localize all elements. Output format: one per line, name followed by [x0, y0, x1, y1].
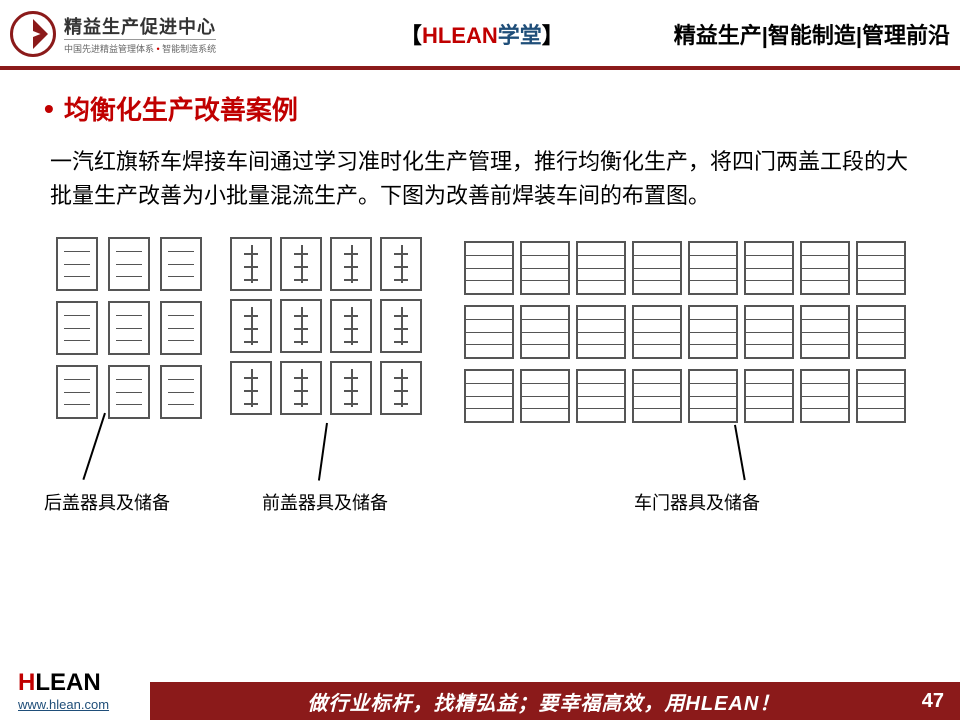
- rack-item: [330, 299, 372, 353]
- footer-logo: HLEAN www.hlean.com: [18, 669, 109, 712]
- logo-block: 精益生产促进中心 中国先进精益管理体系 • 智能制造系统: [10, 11, 290, 57]
- group-rear-cover: [56, 237, 202, 419]
- rack-item: [520, 305, 570, 359]
- rack-item: [380, 361, 422, 415]
- rack-item: [464, 369, 514, 423]
- rack-item: [856, 241, 906, 295]
- rack-item: [800, 305, 850, 359]
- page-number: 47: [922, 690, 944, 713]
- logo-subtitle: 中国先进精益管理体系 • 智能制造系统: [64, 39, 216, 55]
- rack-item: [230, 299, 272, 353]
- logo-title: 精益生产促进中心: [64, 13, 216, 39]
- rack-item: [632, 305, 682, 359]
- rack-item: [464, 241, 514, 295]
- label-rear-cover: 后盖器具及储备: [44, 489, 170, 515]
- label-front-cover: 前盖器具及储备: [262, 489, 388, 515]
- rack-item: [230, 237, 272, 291]
- rack-item: [688, 369, 738, 423]
- rack-item: [330, 237, 372, 291]
- footer-slogan: 做行业标杆，找精弘益；要幸福高效，用HLEAN！: [166, 687, 922, 716]
- rack-item: [856, 369, 906, 423]
- rack-item: [520, 369, 570, 423]
- rack-item: [160, 237, 202, 291]
- rack-item: [688, 305, 738, 359]
- rack-item: [330, 361, 372, 415]
- rack-item: [56, 237, 98, 291]
- rack-item: [744, 241, 794, 295]
- rack-item: [280, 361, 322, 415]
- rack-item: [230, 361, 272, 415]
- rack-item: [280, 299, 322, 353]
- rack-item: [464, 305, 514, 359]
- rack-item: [632, 241, 682, 295]
- rack-item: [576, 241, 626, 295]
- footer-bar: 做行业标杆，找精弘益；要幸福高效，用HLEAN！ 47: [150, 682, 960, 720]
- body-paragraph: 一汽红旗轿车焊接车间通过学习准时化生产管理，推行均衡化生产，将四门两盖工段的大批…: [44, 145, 916, 213]
- rack-item: [280, 237, 322, 291]
- rack-item: [520, 241, 570, 295]
- footer: HLEAN www.hlean.com 做行业标杆，找精弘益；要幸福高效，用HL…: [0, 682, 960, 720]
- footer-url[interactable]: www.hlean.com: [18, 697, 109, 712]
- rack-item: [56, 301, 98, 355]
- rack-item: [688, 241, 738, 295]
- rack-item: [108, 237, 150, 291]
- logo-icon: [10, 11, 56, 57]
- rack-item: [380, 237, 422, 291]
- header-right: 精益生产|智能制造|管理前沿: [674, 18, 950, 50]
- rack-item: [800, 241, 850, 295]
- group-front-cover: [230, 237, 422, 415]
- rack-item: [856, 305, 906, 359]
- section-title: 均衡化生产改善案例: [44, 90, 916, 127]
- rack-item: [160, 301, 202, 355]
- header: 精益生产促进中心 中国先进精益管理体系 • 智能制造系统 【HLEAN学堂】 精…: [0, 0, 960, 64]
- rack-item: [744, 369, 794, 423]
- rack-item: [632, 369, 682, 423]
- rack-item: [160, 365, 202, 419]
- callout-line-1: [82, 413, 105, 480]
- content: 均衡化生产改善案例 一汽红旗轿车焊接车间通过学习准时化生产管理，推行均衡化生产，…: [0, 70, 960, 537]
- header-center: 【HLEAN学堂】: [290, 18, 674, 50]
- rack-item: [380, 299, 422, 353]
- rack-item: [800, 369, 850, 423]
- rack-item: [744, 305, 794, 359]
- layout-diagram: 后盖器具及储备 前盖器具及储备 车门器具及储备: [44, 237, 916, 537]
- rack-item: [576, 369, 626, 423]
- group-door: [464, 241, 906, 423]
- rack-item: [576, 305, 626, 359]
- rack-item: [108, 301, 150, 355]
- callout-line-3: [734, 425, 745, 480]
- callout-line-2: [318, 423, 328, 481]
- rack-item: [108, 365, 150, 419]
- rack-item: [56, 365, 98, 419]
- label-door: 车门器具及储备: [634, 489, 760, 515]
